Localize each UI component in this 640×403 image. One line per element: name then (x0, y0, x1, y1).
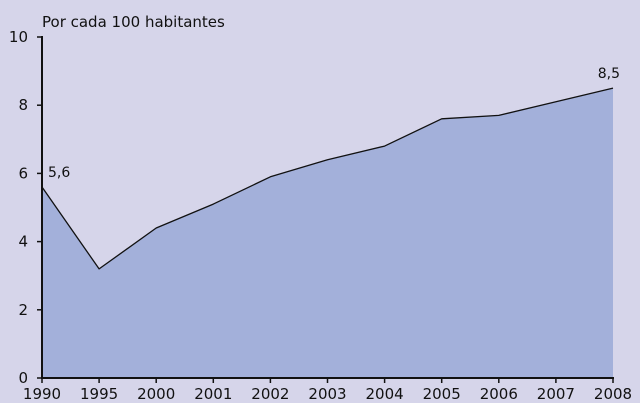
y-tick-label: 6 (18, 164, 28, 182)
y-tick-label: 8 (18, 96, 28, 114)
x-tick-label: 2007 (537, 385, 575, 403)
x-tick-label: 2008 (594, 385, 632, 403)
x-axis-ticks: 1990 1995 2000 2001 2002 2003 2004 2005 2006 2007… (23, 378, 632, 403)
x-tick-label: 2000 (137, 385, 175, 403)
data-label: 5,6 (48, 165, 70, 181)
y-tick-label: 2 (18, 301, 28, 319)
x-tick-label: 2001 (194, 385, 232, 403)
x-tick-label: 2006 (480, 385, 518, 403)
y-tick-label: 0 (18, 369, 28, 387)
x-tick-label: 2003 (308, 385, 346, 403)
x-tick-label: 1990 (23, 385, 61, 403)
y-axis-ticks: 0 2 4 6 8 10 (9, 28, 42, 387)
data-annotations: 5,6 8,5 (48, 66, 620, 181)
area-fill (42, 88, 613, 378)
data-label: 8,5 (598, 66, 620, 82)
y-axis-unit-label: Por cada 100 habitantes (42, 13, 225, 31)
y-tick-label: 4 (18, 233, 28, 251)
x-tick-label: 2002 (251, 385, 289, 403)
x-tick-label: 1995 (80, 385, 118, 403)
x-tick-label: 2004 (366, 385, 404, 403)
x-tick-label: 2005 (423, 385, 461, 403)
y-tick-label: 10 (9, 28, 28, 46)
series-line (41, 87, 614, 270)
